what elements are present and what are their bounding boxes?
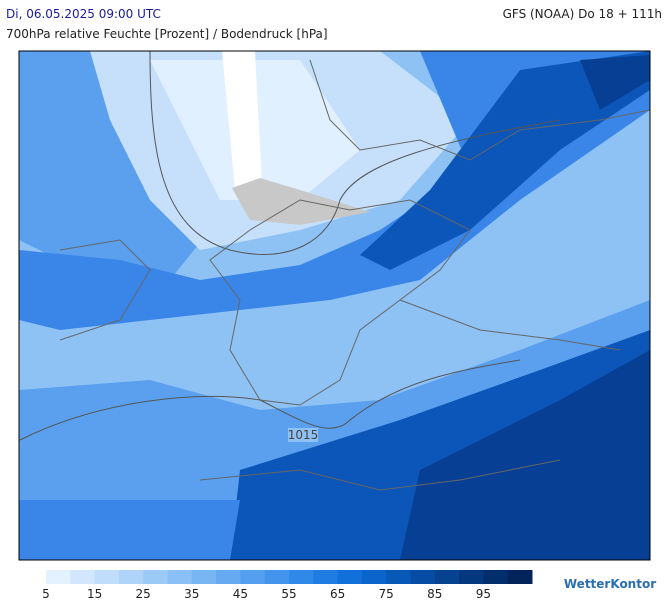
colorbar-label: 95	[476, 587, 491, 600]
colorbar-label: 5	[42, 587, 50, 600]
map: 1015	[19, 51, 650, 560]
header-left: Di, 06.05.2025 09:00 UTC	[6, 7, 161, 21]
colorbar-swatch	[191, 570, 217, 584]
isobar-label-bg	[288, 428, 318, 442]
colorbar-swatch	[386, 570, 411, 584]
colorbar-swatch	[361, 570, 387, 584]
colorbar-swatch	[459, 570, 484, 584]
colorbar-label: 55	[281, 587, 296, 600]
colorbar-swatch	[337, 570, 363, 584]
colorbar-swatch	[118, 570, 144, 584]
colorbar-swatch	[143, 570, 168, 584]
colorbar-swatch	[434, 570, 460, 584]
colorbar-swatch	[70, 570, 96, 584]
colorbar-swatch	[410, 570, 436, 584]
colorbar-label: 65	[330, 587, 345, 600]
colorbar-label: 35	[184, 587, 199, 600]
colorbar-label: 85	[427, 587, 442, 600]
colorbar-swatch	[240, 570, 266, 584]
colorbar-swatch	[507, 570, 533, 584]
colorbar-swatch	[94, 570, 120, 584]
colorbar-swatch	[167, 570, 193, 584]
colorbar-swatch	[483, 570, 509, 584]
brand: WetterKontor	[564, 577, 656, 591]
header-right: GFS (NOAA) Do 18 + 111h	[503, 7, 662, 21]
colorbar-swatch	[216, 570, 241, 584]
colorbar-label: 45	[233, 587, 248, 600]
isobar-label: 1015	[288, 428, 319, 442]
colorbar-swatch	[313, 570, 339, 584]
colorbar-swatch	[46, 570, 71, 584]
colorbar-swatch	[289, 570, 314, 584]
map-frame	[18, 50, 651, 561]
colorbar: 5 15 25 35 45 55 65 75 85 95	[42, 570, 533, 600]
subtitle: 700hPa relative Feuchte [Prozent] / Bode…	[6, 27, 328, 41]
colorbar-label: 25	[136, 587, 151, 600]
colorbar-swatch	[264, 570, 290, 584]
colorbar-label: 15	[87, 587, 102, 600]
colorbar-label: 75	[379, 587, 394, 600]
